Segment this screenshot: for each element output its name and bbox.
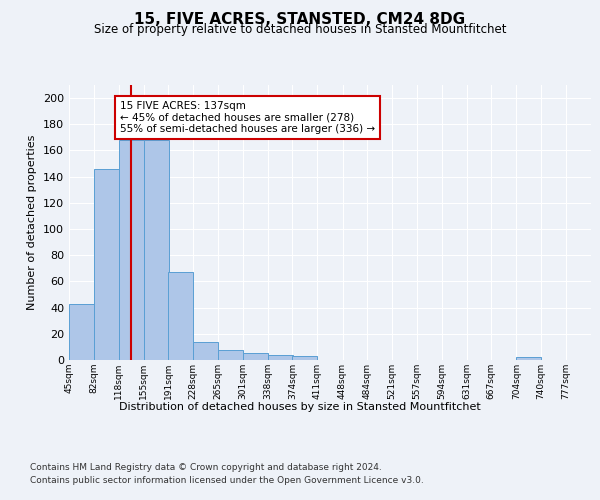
Bar [168,272,193,360]
Bar [69,304,94,360]
Bar [292,356,317,360]
Bar [243,354,268,360]
Bar [193,342,218,360]
Bar [268,355,293,360]
Bar [218,350,244,360]
Bar [94,169,119,360]
Bar [143,140,169,360]
Text: Size of property relative to detached houses in Stansted Mountfitchet: Size of property relative to detached ho… [94,22,506,36]
Y-axis label: Number of detached properties: Number of detached properties [28,135,37,310]
Text: 15 FIVE ACRES: 137sqm
← 45% of detached houses are smaller (278)
55% of semi-det: 15 FIVE ACRES: 137sqm ← 45% of detached … [120,100,375,134]
Text: Contains public sector information licensed under the Open Government Licence v3: Contains public sector information licen… [30,476,424,485]
Text: Contains HM Land Registry data © Crown copyright and database right 2024.: Contains HM Land Registry data © Crown c… [30,462,382,471]
Text: 15, FIVE ACRES, STANSTED, CM24 8DG: 15, FIVE ACRES, STANSTED, CM24 8DG [134,12,466,28]
Text: Distribution of detached houses by size in Stansted Mountfitchet: Distribution of detached houses by size … [119,402,481,412]
Bar [119,140,143,360]
Bar [517,358,541,360]
